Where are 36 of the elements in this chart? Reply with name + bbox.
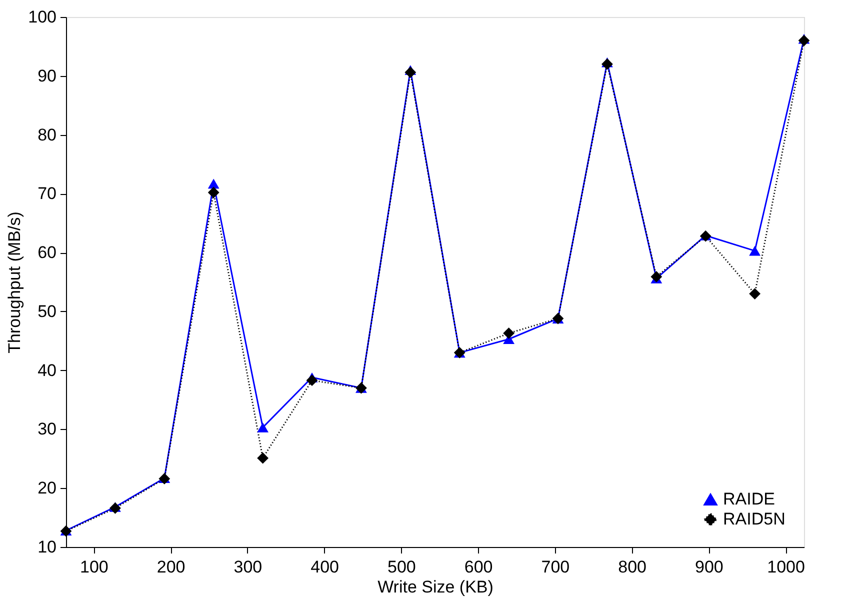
y-tick-label: 60 xyxy=(38,243,56,262)
point xyxy=(257,422,268,432)
point xyxy=(602,58,613,70)
legend-label: RAID5N xyxy=(723,510,786,528)
point xyxy=(257,452,268,464)
y-axis-title: Throughput (MB/s) xyxy=(5,212,24,354)
y-tick-label: 80 xyxy=(38,125,56,144)
point xyxy=(503,328,514,339)
y-tick-label: 40 xyxy=(38,360,56,380)
x-tick-label: 300 xyxy=(234,558,262,576)
x-tick-label: 500 xyxy=(387,558,416,576)
x-tick-label: 400 xyxy=(310,558,339,576)
x-tick-label: 800 xyxy=(618,558,646,576)
y-tick-label: 30 xyxy=(38,420,56,439)
point xyxy=(208,186,220,198)
x-tick-label: 1000 xyxy=(767,558,805,576)
y-tick-label: 100 xyxy=(28,8,56,26)
x-tick-label: 600 xyxy=(464,558,493,576)
x-tick-label: 200 xyxy=(156,558,186,576)
x-tick-label: 700 xyxy=(541,558,570,576)
point xyxy=(306,374,318,386)
x-tick-label: 100 xyxy=(80,558,108,576)
legend-label: RAIDE xyxy=(723,490,775,508)
y-tick-label: 20 xyxy=(38,478,56,498)
y-tick-label: 10 xyxy=(38,538,56,556)
point xyxy=(749,246,760,256)
point xyxy=(798,34,810,46)
y-tick-label: 90 xyxy=(38,66,56,86)
x-axis-title: Write Size (KB) xyxy=(378,578,494,596)
x-tick-label: 900 xyxy=(694,558,724,576)
point xyxy=(208,178,220,189)
point xyxy=(749,288,760,300)
point xyxy=(650,271,662,282)
y-tick-label: 50 xyxy=(38,302,56,321)
y-tick-label: 70 xyxy=(38,184,56,204)
point xyxy=(404,66,416,78)
